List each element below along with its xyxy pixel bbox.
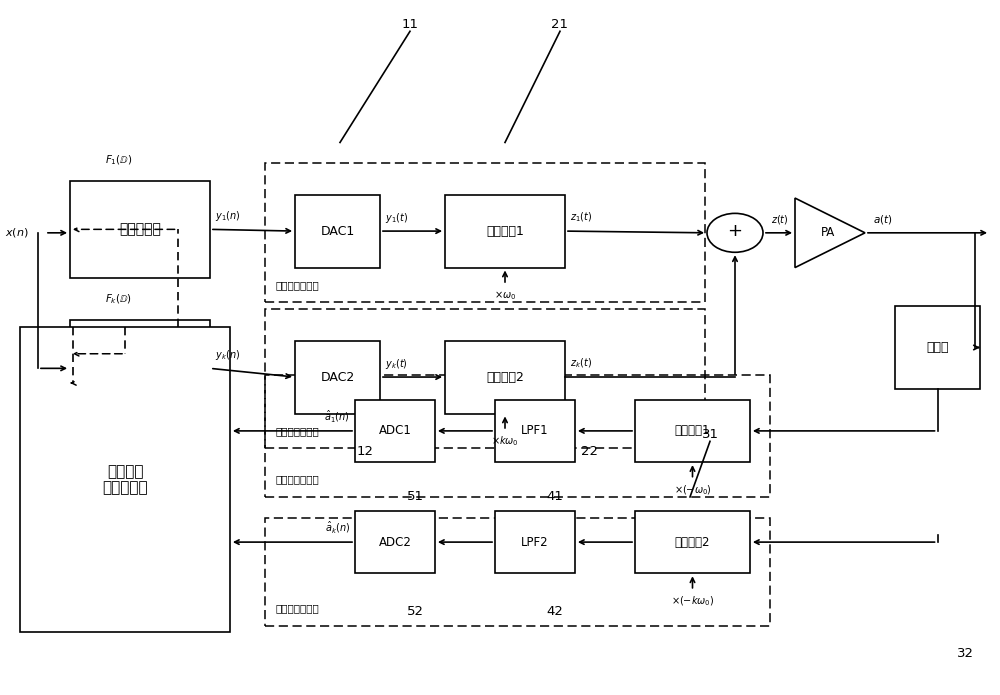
Text: $y_k(n)$: $y_k(n)$: [215, 348, 240, 362]
Text: $\times(-\omega_0)$: $\times(-\omega_0)$: [674, 483, 711, 497]
Text: $y_k(t)$: $y_k(t)$: [385, 357, 408, 370]
Bar: [70, 320, 210, 417]
Bar: [265, 163, 705, 302]
Text: $\hat{a}_k(n)$: $\hat{a}_k(n)$: [325, 520, 350, 535]
Text: $z_k(t)$: $z_k(t)$: [570, 357, 592, 370]
Bar: [20, 327, 230, 632]
Text: $y_1(n)$: $y_1(n)$: [215, 209, 241, 223]
Text: DAC2: DAC2: [320, 370, 355, 384]
Text: $y_1(t)$: $y_1(t)$: [385, 211, 408, 224]
Text: 从反馈通道模块: 从反馈通道模块: [275, 603, 319, 613]
Text: 12: 12: [356, 445, 374, 458]
Bar: [265, 375, 770, 497]
Bar: [635, 400, 750, 462]
Bar: [265, 309, 705, 448]
Text: 21: 21: [552, 18, 568, 31]
Text: $F_1(\mathbb{D})$: $F_1(\mathbb{D})$: [105, 154, 133, 167]
Text: $a(t)$: $a(t)$: [873, 213, 893, 226]
Bar: [70, 181, 210, 278]
Text: LPF1: LPF1: [521, 425, 549, 437]
Text: LPF2: LPF2: [521, 536, 549, 548]
Text: $F_k(\mathbb{D})$: $F_k(\mathbb{D})$: [105, 293, 133, 306]
Text: 31: 31: [702, 428, 718, 441]
Polygon shape: [795, 198, 865, 268]
Text: 22: 22: [582, 445, 598, 458]
Text: $\times k\omega_0$: $\times k\omega_0$: [491, 434, 519, 448]
Text: 衰减器: 衰减器: [926, 341, 949, 354]
Text: ADC1: ADC1: [379, 425, 411, 437]
Bar: [445, 341, 565, 414]
Text: 从前向通道模块: 从前向通道模块: [275, 426, 319, 436]
Text: ADC2: ADC2: [379, 536, 411, 548]
Text: 预失真参数: 预失真参数: [102, 480, 148, 495]
Bar: [635, 511, 750, 573]
Text: $x(n)$: $x(n)$: [5, 227, 29, 239]
Text: 42: 42: [547, 605, 563, 618]
Bar: [495, 511, 575, 573]
Text: 主预失真器: 主预失真器: [119, 222, 161, 236]
Text: 估计模块: 估计模块: [107, 464, 143, 480]
Bar: [295, 195, 380, 268]
Bar: [355, 511, 435, 573]
Text: 主反馈通道模块: 主反馈通道模块: [275, 475, 319, 484]
Text: +: +: [728, 222, 742, 240]
Text: 上变频器2: 上变频器2: [486, 370, 524, 384]
Text: 上变频器1: 上变频器1: [486, 224, 524, 238]
Text: 下变频器1: 下变频器1: [675, 425, 710, 437]
Text: 51: 51: [406, 491, 424, 503]
Text: $\hat{a}_1(n)$: $\hat{a}_1(n)$: [324, 409, 350, 424]
Text: 32: 32: [956, 647, 974, 660]
Text: $\times\omega_0$: $\times\omega_0$: [494, 289, 516, 302]
Text: 主前向通道模块: 主前向通道模块: [275, 280, 319, 290]
Bar: [265, 518, 770, 626]
Text: 从预失真器: 从预失真器: [119, 361, 161, 375]
Bar: [895, 306, 980, 389]
Text: 41: 41: [547, 491, 563, 503]
Bar: [445, 195, 565, 268]
Text: PA: PA: [821, 227, 835, 239]
Text: DAC1: DAC1: [320, 224, 355, 238]
Bar: [355, 400, 435, 462]
Text: 52: 52: [406, 605, 424, 618]
Bar: [295, 341, 380, 414]
Text: 11: 11: [402, 18, 418, 31]
Text: $\times(-k\omega_0)$: $\times(-k\omega_0)$: [671, 594, 714, 608]
Bar: [495, 400, 575, 462]
Text: 下变频器2: 下变频器2: [675, 536, 710, 548]
Text: $z(t)$: $z(t)$: [771, 213, 789, 226]
Text: $z_1(t)$: $z_1(t)$: [570, 211, 592, 224]
